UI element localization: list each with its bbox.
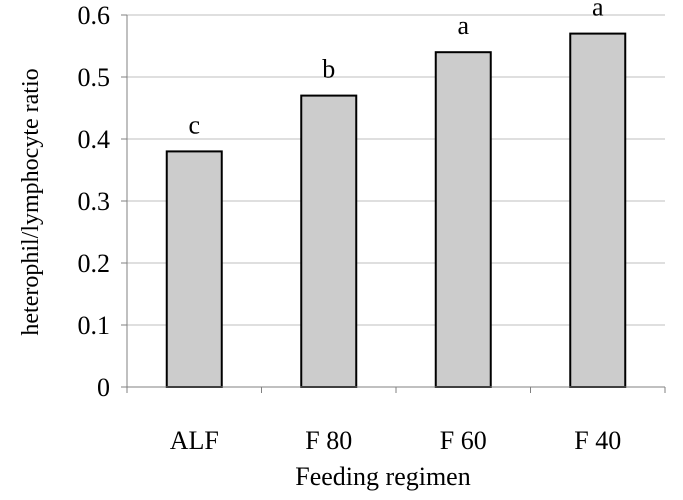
y-tick-label: 0.3 xyxy=(78,187,111,216)
x-tick-label: F 60 xyxy=(440,426,487,455)
bar-significance-label: a xyxy=(457,11,469,40)
y-tick-label: 0.1 xyxy=(78,311,111,340)
y-axis-title: heterophil/lymphocyte ratio xyxy=(18,68,44,335)
axes xyxy=(121,14,666,393)
x-tick-label: ALF xyxy=(170,426,219,455)
labels: 0 0.1 0.2 0.3 0.4 0.5 0.6 c ALF b F 80 a F 60 a F 40 xyxy=(78,0,622,455)
bar-significance-label: b xyxy=(322,55,335,84)
y-tick-label: 0.5 xyxy=(78,63,111,92)
bar-alf xyxy=(165,150,223,388)
bar-f-60 xyxy=(434,51,492,388)
x-axis-title: Feeding regimen xyxy=(295,462,470,491)
y-tick-label: 0.6 xyxy=(78,1,111,30)
bars xyxy=(165,32,627,388)
bar-f-80 xyxy=(300,94,358,388)
bar-f-40 xyxy=(569,32,627,388)
bar-significance-label: a xyxy=(592,0,604,22)
y-tick-label: 0 xyxy=(97,373,110,402)
y-tick-label: 0.4 xyxy=(78,125,111,154)
y-tick-label: 0.2 xyxy=(78,249,111,278)
x-tick-label: F 80 xyxy=(305,426,352,455)
bar-significance-label: c xyxy=(188,110,200,139)
x-tick-label: F 40 xyxy=(574,426,621,455)
